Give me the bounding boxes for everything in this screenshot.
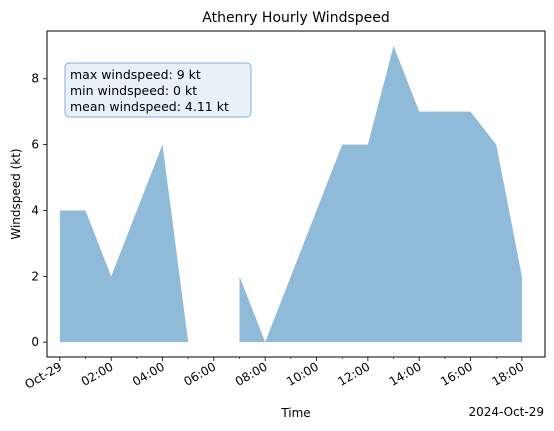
y-tick-label: 6 xyxy=(31,138,39,152)
y-tick-label: 0 xyxy=(31,335,39,349)
x-tick-label: 04:00 xyxy=(130,359,167,388)
y-tick-label: 8 xyxy=(31,72,39,86)
stats-max: max windspeed: 9 kt xyxy=(70,67,201,82)
date-note: 2024-Oct-29 xyxy=(468,405,544,419)
y-tick-label: 4 xyxy=(31,203,39,217)
stats-box: max windspeed: 9 kt min windspeed: 0 kt … xyxy=(64,62,252,118)
x-tick-label: 16:00 xyxy=(438,359,475,388)
x-axis-label: Time xyxy=(280,406,310,420)
x-tick-label: 06:00 xyxy=(181,359,218,388)
chart-title: Athenry Hourly Windspeed xyxy=(202,10,390,26)
x-tick-label: 14:00 xyxy=(387,359,424,388)
stats-box-frame xyxy=(64,62,252,118)
x-tick-label: 18:00 xyxy=(489,359,526,388)
y-axis-ticks: 0 2 4 6 8 xyxy=(31,72,47,349)
y-tick-label: 2 xyxy=(31,269,39,283)
area-layer xyxy=(59,45,522,343)
stats-min: min windspeed: 0 kt xyxy=(70,83,197,98)
y-axis-label: Windspeed (kt) xyxy=(9,148,23,239)
stats-mean: mean windspeed: 4.11 kt xyxy=(70,99,229,114)
area-segment-1 xyxy=(239,45,522,343)
x-tick-label: 12:00 xyxy=(335,359,372,388)
area-segment-0 xyxy=(59,144,189,343)
x-tick-label: 10:00 xyxy=(284,359,321,388)
x-axis-ticks: Oct-29 02:00 04:00 06:00 08:00 10:00 12:00 14:0… xyxy=(22,357,526,392)
x-tick-label: 02:00 xyxy=(79,359,116,388)
plot-frame xyxy=(46,30,546,358)
x-tick-label: Oct-29 xyxy=(22,359,64,391)
x-tick-label: 08:00 xyxy=(233,359,270,388)
